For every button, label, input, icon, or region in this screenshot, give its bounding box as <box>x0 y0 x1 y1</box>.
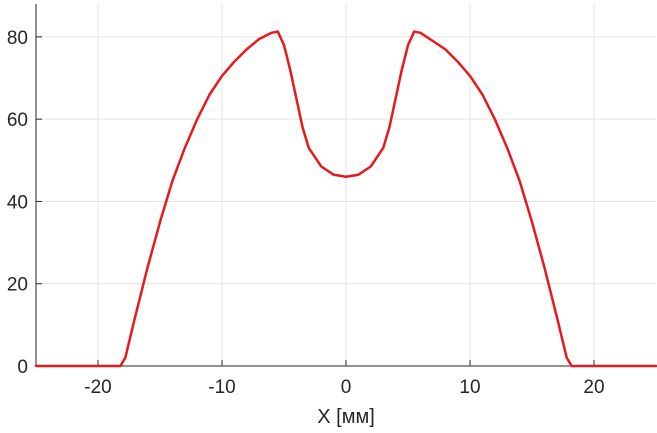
y-tick-label-1: 20 <box>7 275 28 296</box>
x-tick-label-0: -20 <box>84 377 111 398</box>
tick-labels: -20 -10 0 10 20 0 20 40 60 80 <box>7 28 605 398</box>
y-tick-label-3: 60 <box>7 110 28 131</box>
x-tick-label-2: 0 <box>341 377 352 398</box>
grid-lines <box>36 4 656 366</box>
y-tick-label-2: 40 <box>7 192 28 213</box>
x-tick-label-1: -10 <box>208 377 235 398</box>
x-tick-label-3: 10 <box>459 377 480 398</box>
x-axis-title: X [мм] <box>317 406 375 428</box>
x-tick-label-4: 20 <box>583 377 604 398</box>
y-tick-label-0: 0 <box>17 357 28 378</box>
y-tick-label-4: 80 <box>7 28 28 49</box>
